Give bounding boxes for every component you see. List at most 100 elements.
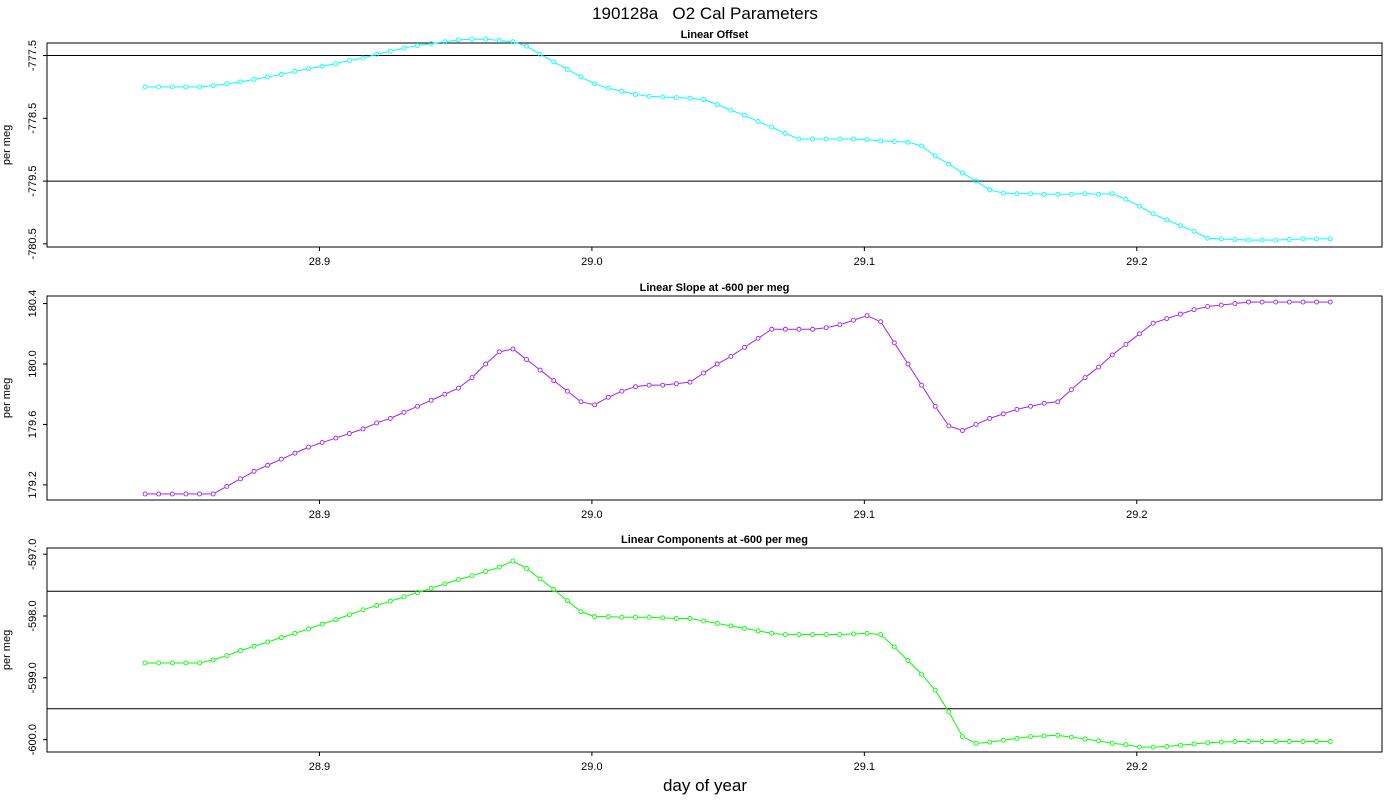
- data-point: [769, 124, 775, 130]
- series-segment: [555, 62, 566, 69]
- data-point: [1232, 301, 1238, 307]
- data-point: [1028, 734, 1033, 739]
- data-point: [1096, 191, 1102, 197]
- data-point: [360, 607, 366, 613]
- data-point: [878, 138, 884, 144]
- series-segment: [733, 110, 743, 115]
- data-point: [265, 462, 271, 468]
- series-segment: [1141, 206, 1152, 213]
- data-point: [1082, 191, 1088, 197]
- series-segment: [1196, 306, 1206, 310]
- data-point: [524, 565, 529, 571]
- data-point: [1109, 740, 1115, 746]
- data-point: [306, 66, 312, 72]
- series-segment: [787, 133, 797, 139]
- series-segment: [1155, 214, 1165, 220]
- data-point: [687, 95, 693, 101]
- data-point: [646, 382, 652, 388]
- series-segment: [759, 330, 770, 338]
- data-point: [1109, 352, 1115, 358]
- series-segment: [895, 648, 907, 660]
- data-point: [1327, 739, 1333, 744]
- data-point: [946, 423, 952, 429]
- series-segment: [297, 447, 307, 453]
- data-point: [973, 178, 979, 184]
- series-segment: [215, 655, 225, 660]
- series-segment: [978, 418, 988, 424]
- series-segment: [869, 316, 879, 322]
- data-point: [455, 577, 461, 582]
- data-point: [333, 617, 339, 623]
- data-point: [1164, 217, 1170, 223]
- y-axis-label: per meg: [1, 630, 13, 670]
- y-tick-label: -778.5: [27, 103, 39, 134]
- series-segment: [392, 597, 402, 601]
- series-segment: [1182, 309, 1192, 314]
- data-point: [728, 623, 734, 629]
- series-segment: [1005, 738, 1015, 741]
- data-point: [442, 581, 448, 587]
- series-segment: [269, 459, 280, 465]
- series-segment: [828, 324, 838, 328]
- data-point: [1014, 191, 1020, 197]
- y-tick-label: -780.5: [27, 228, 39, 259]
- series-segment: [1072, 378, 1084, 389]
- data-point: [1123, 341, 1129, 347]
- series-segment: [583, 77, 593, 84]
- series-segment: [1032, 403, 1042, 407]
- series-segment: [964, 425, 974, 430]
- data-point: [987, 739, 993, 745]
- data-point: [1314, 236, 1320, 242]
- data-point: [1205, 740, 1211, 746]
- data-point: [292, 630, 298, 636]
- series-segment: [1196, 231, 1206, 238]
- series-segment: [256, 642, 266, 647]
- data-point: [251, 643, 257, 649]
- data-point: [169, 84, 175, 90]
- data-point: [510, 558, 516, 564]
- data-point: [306, 444, 312, 450]
- data-point: [823, 325, 829, 331]
- data-point: [850, 136, 856, 142]
- data-point: [442, 39, 448, 45]
- data-point: [537, 576, 543, 582]
- x-axis-label: day of year: [663, 776, 747, 795]
- y-tick-label: -598.0: [27, 600, 39, 631]
- data-point: [1300, 739, 1306, 744]
- data-point: [483, 36, 489, 42]
- series-segment: [1046, 401, 1056, 404]
- series-segment: [610, 88, 620, 92]
- data-point: [142, 491, 148, 497]
- data-point: [619, 388, 625, 394]
- series-segment: [936, 692, 948, 710]
- series-segment: [310, 442, 320, 447]
- data-point: [183, 84, 189, 90]
- data-point: [537, 51, 543, 57]
- series-segment: [555, 590, 566, 600]
- series-segment: [705, 620, 715, 624]
- data-point: [1137, 331, 1142, 337]
- data-point: [415, 590, 420, 595]
- series-segment: [951, 426, 961, 431]
- data-point: [755, 119, 761, 124]
- data-point: [1068, 734, 1074, 740]
- data-point: [1273, 739, 1279, 744]
- series-segment: [1059, 390, 1070, 401]
- panel-title: Linear Slope at -600 per meg: [640, 282, 790, 294]
- data-point: [1014, 406, 1020, 412]
- series-segment: [542, 55, 552, 62]
- series-segment: [378, 418, 389, 423]
- data-point: [1150, 744, 1156, 750]
- series-segment: [215, 83, 225, 86]
- data-point: [1314, 299, 1320, 305]
- data-point: [1300, 236, 1306, 242]
- data-point: [1314, 739, 1320, 744]
- series-segment: [1114, 743, 1124, 745]
- series-segment: [528, 569, 539, 578]
- series-segment: [324, 63, 334, 67]
- series-segment: [337, 615, 348, 620]
- panel-title: Linear Offset: [681, 29, 749, 41]
- series-segment: [351, 429, 361, 434]
- data-point: [1259, 299, 1265, 305]
